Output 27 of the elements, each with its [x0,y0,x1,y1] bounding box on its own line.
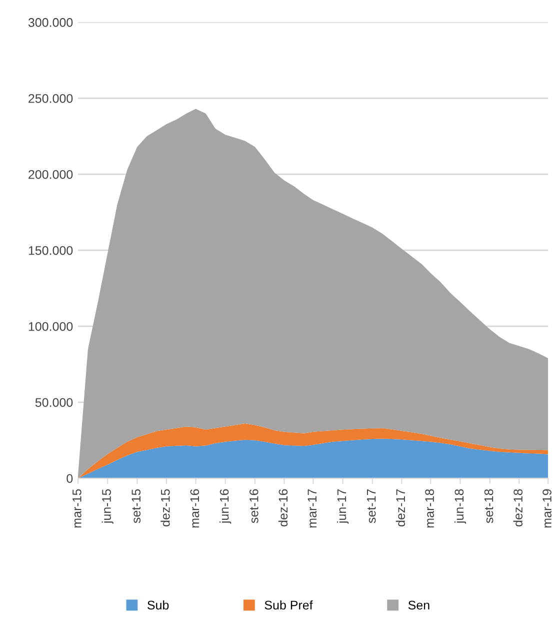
y-tick-label: 0 [66,474,73,483]
x-tick-label: mar-15 [72,489,82,528]
y-tick-label: 100.000 [28,322,73,331]
x-tick-label: mar-19 [542,489,552,528]
x-tick-label: dez-16 [278,489,288,526]
x-tick-label: set-16 [249,489,258,524]
x-tick-label: jun-18 [454,489,466,524]
x-tick-label: dez-17 [396,489,406,526]
legend-label: Sub Pref [264,600,313,610]
legend-label: Sen [408,600,430,610]
x-tick-label: set-17 [367,489,376,524]
legend-label: Sub [148,600,169,610]
x-tick-label: dez-18 [513,489,522,526]
y-tick-label: 150.000 [28,246,73,255]
x-tick-label: jun-15 [102,489,114,524]
x-tick-label: set-18 [484,489,494,524]
x-tick-label: dez-15 [160,489,170,526]
x-tick-label: jun-16 [220,489,232,524]
x-tick-label: mar-17 [308,489,317,528]
x-tick-label: mar-16 [190,489,200,528]
x-tick-label: set-15 [132,489,141,524]
x-tick-label: jun-17 [336,489,349,524]
y-tick-label: 50.000 [35,398,73,407]
x-tick-label: mar-18 [425,489,434,528]
y-tick-label: 200.000 [28,170,73,179]
y-tick-label: 250.000 [28,94,73,103]
y-tick-label: 300.000 [28,18,73,27]
